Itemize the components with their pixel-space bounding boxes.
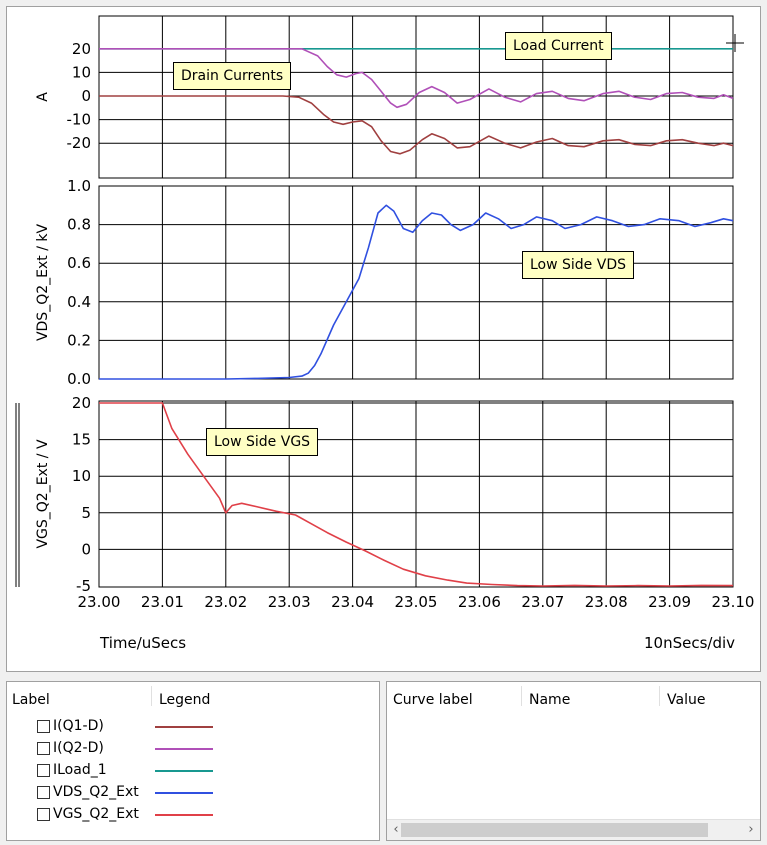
x-tick-label: 23.04: [331, 593, 374, 611]
legend-checkbox[interactable]: [37, 785, 50, 799]
x-axis-label: Time/uSecs: [100, 634, 187, 652]
x-tick-label: 23.09: [648, 593, 691, 611]
y-tick-label: 0.8: [67, 216, 91, 234]
x-tick-label: 23.05: [395, 593, 438, 611]
y-tick-label: 0.0: [67, 370, 91, 388]
y-tick-label: 0: [81, 540, 91, 558]
x-tick-label: 23.07: [521, 593, 564, 611]
horizontal-scrollbar[interactable]: ‹ ›: [387, 819, 760, 840]
x-tick-label: 23.10: [712, 593, 755, 611]
curve-label-column-header[interactable]: Curve label: [393, 692, 473, 708]
y-tick-label: 20: [72, 394, 91, 412]
legend-item-iq1d[interactable]: I(Q1-D): [37, 717, 104, 735]
column-separator: [521, 686, 522, 706]
y-axis-label: VGS_Q2_Ext / V: [35, 439, 51, 548]
scrollbar-thumb[interactable]: [401, 823, 708, 837]
legend-item-vds[interactable]: VDS_Q2_Ext: [37, 783, 139, 801]
x-tick-label: 23.08: [585, 593, 628, 611]
legend-item-iq2d[interactable]: I(Q2-D): [37, 739, 104, 757]
legend-panel: Label Legend I(Q1-D) I(Q2-D) ILoad_1 VDS…: [6, 681, 380, 841]
series-line-i-q2-d: [99, 48, 734, 109]
y-tick-label: 10: [72, 63, 91, 81]
y-tick-label: -5: [76, 577, 91, 595]
series-line-i-q1-d: [99, 95, 734, 155]
value-column-header[interactable]: Value: [667, 692, 706, 708]
series-line-vgs-q2-ext: [99, 402, 734, 587]
legend-item-label: I(Q1-D): [53, 718, 104, 734]
column-separator: [151, 686, 152, 706]
legend-item-label: ILoad_1: [53, 762, 107, 778]
y-tick-label: -20: [67, 134, 92, 152]
annotation-low-side-vgs[interactable]: Low Side VGS: [206, 428, 319, 456]
x-tick-label: 23.03: [268, 593, 311, 611]
x-tick-label: 23.00: [78, 593, 121, 611]
legend-checkbox[interactable]: [37, 741, 50, 755]
y-tick-label: 0: [81, 87, 91, 105]
annotation-load-current[interactable]: Load Current: [505, 32, 612, 60]
y-axis-label: A: [35, 92, 51, 102]
name-column-header[interactable]: Name: [529, 692, 571, 708]
legend-swatch-iload: [155, 770, 213, 772]
y-tick-label: -10: [67, 111, 92, 129]
scroll-left-icon[interactable]: ‹: [393, 822, 399, 837]
legend-item-label: VDS_Q2_Ext: [53, 784, 139, 800]
legend-checkbox[interactable]: [37, 807, 50, 821]
y-tick-label: 0.4: [67, 293, 91, 311]
time-scale-label: 10nSecs/div: [644, 634, 736, 652]
legend-swatch-vgs: [155, 814, 213, 816]
legend-checkbox[interactable]: [37, 719, 50, 733]
legend-item-vgs[interactable]: VGS_Q2_Ext: [37, 805, 139, 823]
y-axis-label: VDS_Q2_Ext / kV: [35, 224, 51, 342]
cursor-values-panel: Curve label Name Value ‹ ›: [386, 681, 761, 841]
label-column-header[interactable]: Label: [12, 692, 50, 708]
series-line-vds-q2-ext: [99, 204, 734, 380]
y-tick-label: 1.0: [67, 177, 91, 195]
legend-column-header[interactable]: Legend: [159, 692, 211, 708]
y-tick-label: 10: [72, 467, 91, 485]
y-tick-label: 0.6: [67, 254, 91, 272]
legend-swatch-iq1d: [155, 726, 213, 728]
plot-area[interactable]: 20 10 0 -10 -20 A 1.0 0.8 0.6 0.4 0.2 0.0 VDS_Q2_Ext…: [6, 6, 761, 672]
legend-item-label: I(Q2-D): [53, 740, 104, 756]
column-separator: [659, 686, 660, 706]
y-tick-label: 5: [81, 504, 91, 522]
y-tick-label: 15: [72, 431, 91, 449]
x-tick-label: 23.01: [141, 593, 184, 611]
annotation-drain-currents[interactable]: Drain Currents: [173, 62, 292, 90]
waveform-plot[interactable]: 20 10 0 -10 -20 A 1.0 0.8 0.6 0.4 0.2 0.0 VDS_Q2_Ext…: [7, 7, 762, 673]
legend-item-iload[interactable]: ILoad_1: [37, 761, 107, 779]
annotation-low-side-vds[interactable]: Low Side VDS: [522, 251, 634, 279]
legend-swatch-vds: [155, 792, 213, 794]
legend-swatch-iq2d: [155, 748, 213, 750]
x-tick-label: 23.02: [204, 593, 247, 611]
scroll-right-icon[interactable]: ›: [748, 822, 754, 837]
y-tick-label: 20: [72, 40, 91, 58]
x-tick-label: 23.06: [458, 593, 501, 611]
y-tick-label: 0.2: [67, 331, 91, 349]
legend-checkbox[interactable]: [37, 763, 50, 777]
legend-item-label: VGS_Q2_Ext: [53, 806, 139, 822]
